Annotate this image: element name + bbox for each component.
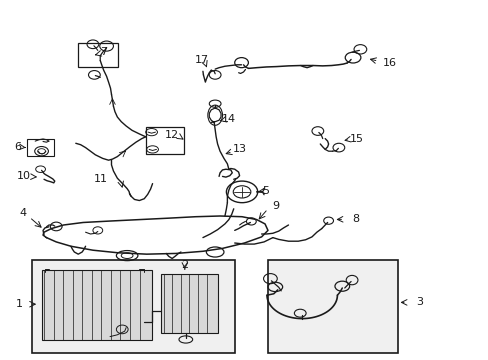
- Bar: [32, 260, 234, 353]
- Text: 4: 4: [20, 208, 27, 218]
- Text: 12: 12: [165, 130, 179, 140]
- Text: 10: 10: [17, 171, 30, 181]
- Text: 7: 7: [100, 47, 107, 57]
- Text: 1: 1: [16, 299, 23, 309]
- Text: 16: 16: [383, 58, 396, 68]
- Text: 5: 5: [262, 186, 268, 196]
- Bar: [41, 270, 151, 340]
- Bar: [267, 260, 397, 353]
- Text: 13: 13: [232, 144, 246, 154]
- Text: 11: 11: [94, 174, 107, 184]
- Text: 14: 14: [222, 114, 235, 124]
- Text: 8: 8: [351, 214, 358, 224]
- Bar: [161, 274, 217, 333]
- Bar: [78, 43, 118, 67]
- Bar: [27, 139, 54, 156]
- Text: 2: 2: [181, 260, 188, 270]
- Text: 15: 15: [349, 134, 363, 144]
- Text: 17: 17: [195, 55, 208, 66]
- Text: 3: 3: [415, 297, 422, 307]
- Text: 6: 6: [14, 141, 21, 152]
- Text: 9: 9: [272, 201, 279, 211]
- Bar: [145, 127, 183, 154]
